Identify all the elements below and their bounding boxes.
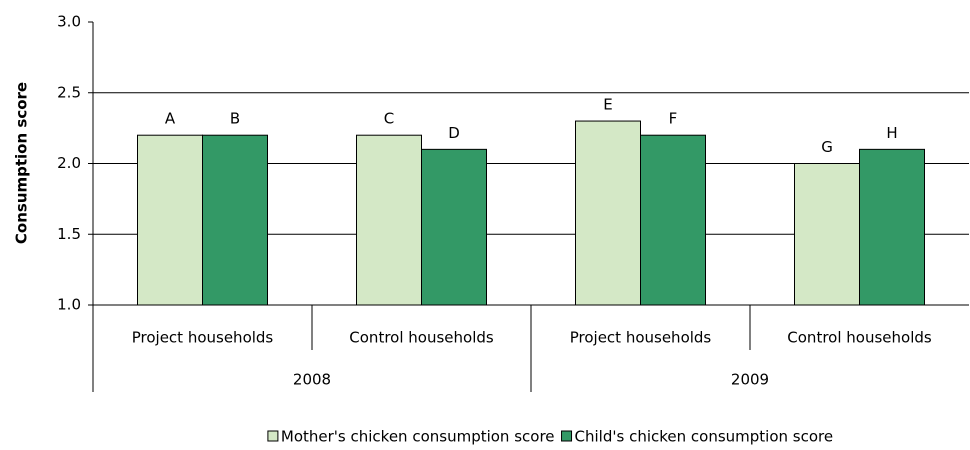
bar xyxy=(794,163,860,306)
bar xyxy=(640,134,706,306)
x-tick-label: Project households xyxy=(132,329,274,347)
y-tick-label: 1.5 xyxy=(57,225,81,243)
y-tick-label: 1.0 xyxy=(57,296,81,314)
bar-label: F xyxy=(669,110,678,128)
x-tick-label: Control households xyxy=(349,329,494,347)
legend-swatch xyxy=(267,430,279,442)
group-label: 2009 xyxy=(731,371,769,389)
bar-label: B xyxy=(230,110,240,128)
legend-label: Mother's chicken consumption score xyxy=(281,428,555,446)
bar xyxy=(137,134,203,306)
bar xyxy=(859,148,925,306)
y-tick-label: 2.5 xyxy=(57,83,81,101)
x-tick-label: Control households xyxy=(787,329,932,347)
legend-swatch xyxy=(561,430,573,442)
bar-label: G xyxy=(821,138,833,156)
bar xyxy=(356,134,422,306)
bar xyxy=(421,148,487,306)
bar-label: C xyxy=(384,110,394,128)
group-label: 2008 xyxy=(293,371,331,389)
bar xyxy=(202,134,268,306)
legend-label: Child's chicken consumption score xyxy=(575,428,834,446)
bar-label: H xyxy=(886,124,897,142)
y-axis-label: Consumption score xyxy=(13,82,31,244)
bar xyxy=(575,120,641,306)
x-tick-label: Project households xyxy=(570,329,712,347)
bar-label: A xyxy=(165,110,176,128)
bar-label: E xyxy=(603,96,612,114)
bar-label: D xyxy=(448,124,460,142)
y-tick-label: 2.0 xyxy=(57,154,81,172)
y-tick-label: 3.0 xyxy=(57,13,81,31)
